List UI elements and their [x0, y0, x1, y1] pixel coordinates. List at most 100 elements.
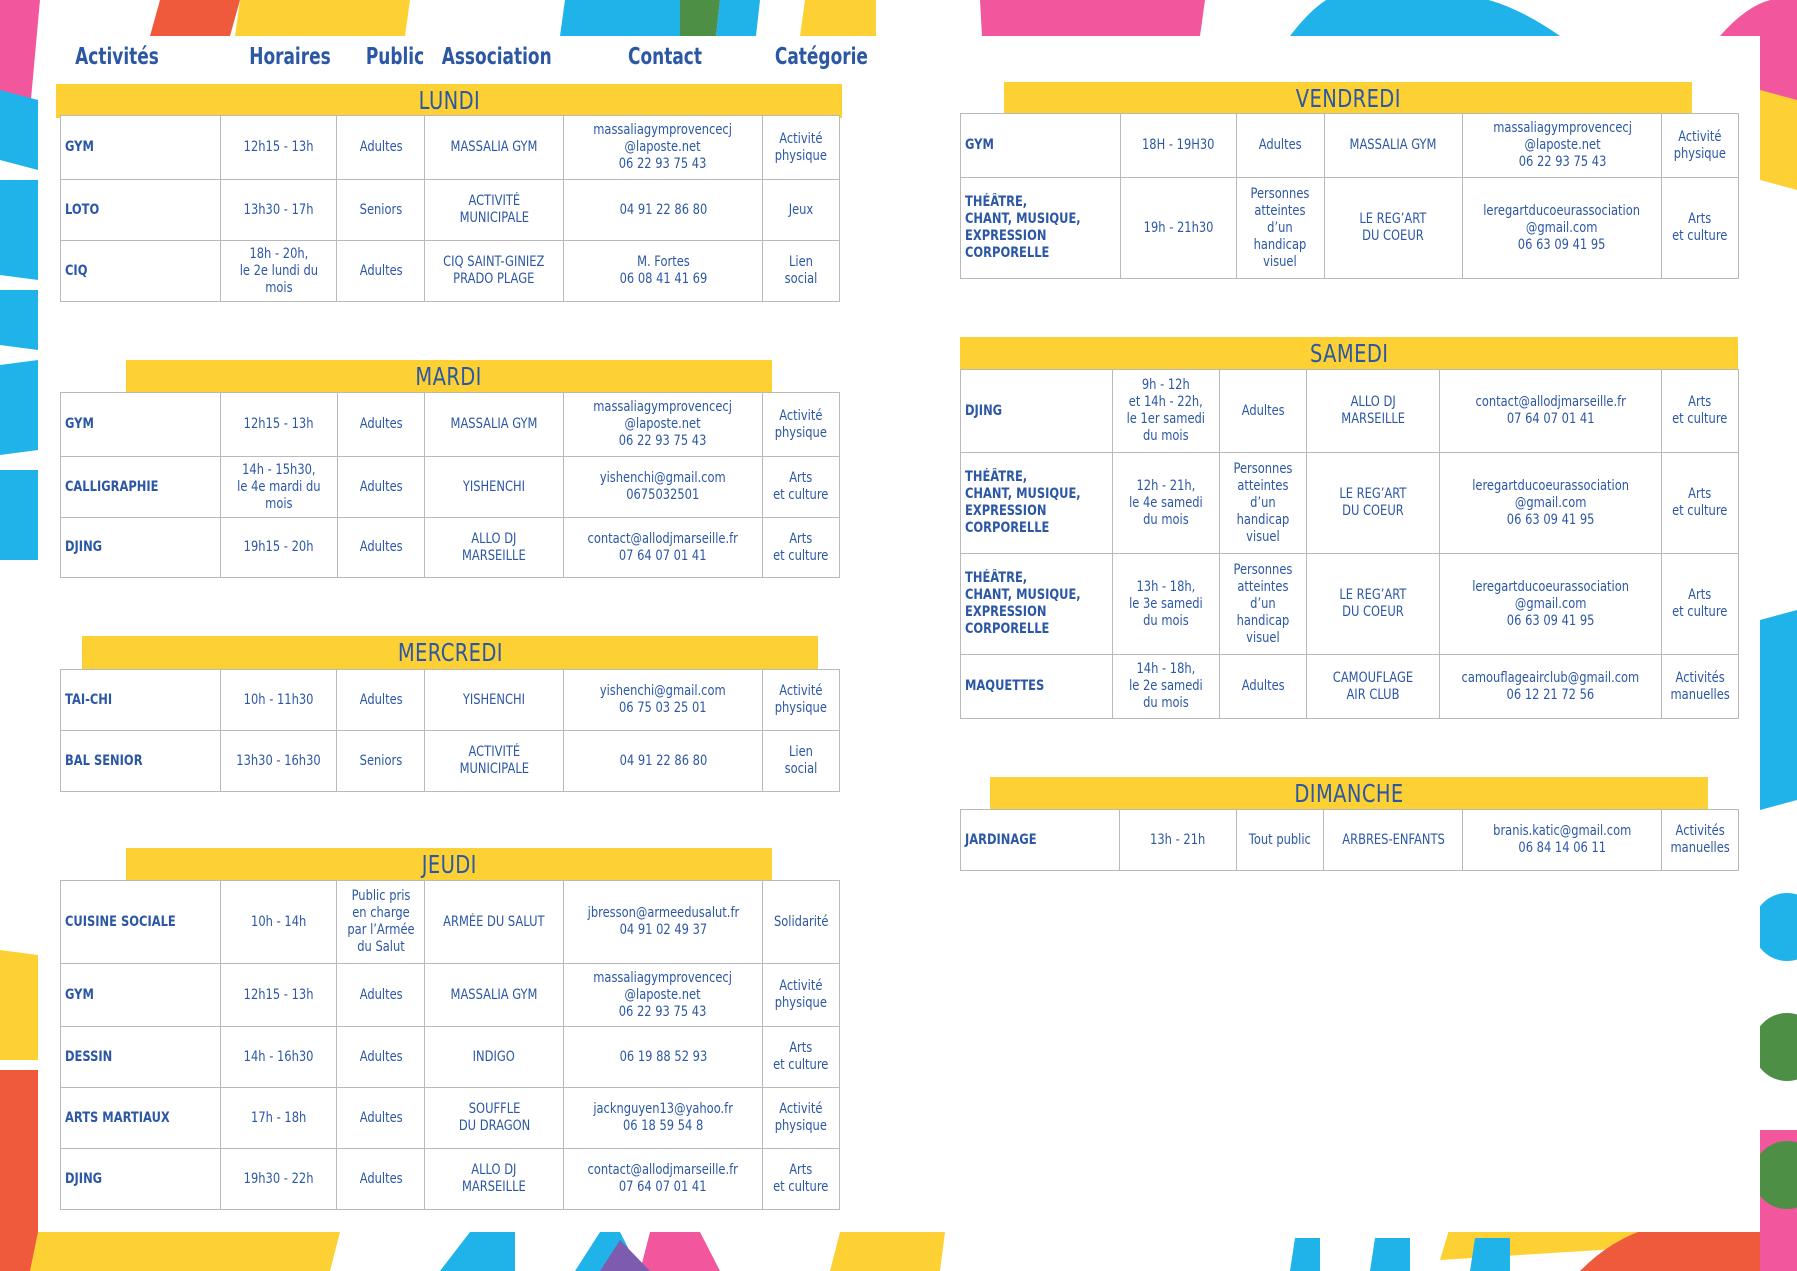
cell-category: Activité physique — [1661, 113, 1739, 178]
cell-time: 12h15 - 13h — [219, 115, 338, 180]
cell-public: Personnes atteintes d’un handicap visuel — [1219, 553, 1307, 655]
cell-association: ARBRES-ENFANTS — [1323, 809, 1463, 871]
cell-public: Personnes atteintes d’un handicap visuel — [1219, 452, 1307, 554]
cell-activity: CIQ — [60, 240, 221, 302]
cell-category: Arts et culture — [762, 517, 840, 578]
cell-association: ALLO DJ MARSEILLE — [424, 517, 565, 578]
cell-time: 13h - 18h, le 3e samedi du mois — [1112, 553, 1221, 655]
cell-category: Lien social — [762, 240, 840, 302]
cell-category: Arts et culture — [1660, 553, 1740, 655]
cell-time: 13h30 - 16h30 — [219, 730, 338, 792]
table-row: GYM 12h15 - 13h Adultes MASSALIA GYM massali… — [60, 392, 840, 457]
cell-category: Solidarité — [761, 880, 841, 964]
cell-activity: MAQUETTES — [959, 654, 1114, 719]
cell-contact: 06 19 88 52 93 — [563, 1026, 763, 1088]
cell-association: ALLO DJ MARSEILLE — [424, 1148, 565, 1210]
cell-association: MASSALIA GYM — [424, 115, 565, 180]
cell-contact: massaliagymprovencecj @laposte.net 06 22… — [1462, 113, 1663, 178]
table-row: BAL SENIOR 13h30 - 16h30 Seniors ACTIVITÉ M… — [60, 730, 840, 792]
table-dimanche: JARDINAGE 13h - 21h Tout public ARBRES-ENFA… — [959, 809, 1740, 871]
cell-public: Adultes — [336, 1087, 426, 1149]
cell-activity: GYM — [60, 392, 221, 457]
cell-association: LE REG’ART DU COEUR — [1305, 553, 1440, 655]
cell-public: Adultes — [336, 517, 426, 578]
cell-association: LE REG’ART DU COEUR — [1323, 177, 1464, 279]
day-banner-jeudi: JEUDI — [126, 848, 772, 882]
cell-time: 12h - 21h, le 4e samedi du mois — [1112, 452, 1221, 554]
cell-association: CAMOUFLAGE AIR CLUB — [1305, 654, 1440, 719]
cell-association: ACTIVITÉ MUNICIPALE — [424, 730, 565, 792]
table-row: JARDINAGE 13h - 21h Tout public ARBRES-ENFA… — [959, 809, 1740, 871]
cell-time: 12h15 - 13h — [219, 392, 338, 457]
cell-contact: leregartducoeurassociation @gmail.com 06… — [1438, 452, 1662, 554]
cell-activity: JARDINAGE — [959, 809, 1121, 871]
cell-category: Activité physique — [762, 392, 840, 457]
cell-time: 14h - 18h, le 2e samedi du mois — [1112, 654, 1221, 719]
header-categorie: Catégorie — [774, 44, 868, 70]
cell-public: Adultes — [336, 669, 426, 731]
cell-public: Seniors — [336, 730, 426, 792]
table-row: GYM 18H - 19H30 Adultes MASSALIA GYM massali… — [960, 113, 1739, 178]
cell-contact: jacknguyen13@yahoo.fr 06 18 59 54 8 — [563, 1087, 763, 1149]
cell-category: Jeux — [762, 179, 840, 241]
cell-public: Adultes — [336, 456, 426, 518]
cell-contact: jbresson@armeedusalut.fr 04 91 02 49 37 — [563, 880, 763, 964]
day-banner-vendredi: VENDREDI — [1004, 82, 1692, 116]
cell-contact: yishenchi@gmail.com 0675032501 — [563, 456, 763, 518]
table-row: GYM 12h15 - 13h Adultes MASSALIA GYM massali… — [60, 115, 840, 180]
column-headers: Activités Horaires Public Association Co… — [60, 44, 868, 80]
cell-activity: GYM — [60, 115, 221, 180]
cell-time: 13h30 - 17h — [219, 179, 338, 241]
table-lundi: GYM 12h15 - 13h Adultes MASSALIA GYM massali… — [60, 115, 840, 302]
header-public: Public — [365, 44, 425, 70]
table-row: DJING 19h30 - 22h Adultes ALLO DJ MARSEILLE… — [60, 1148, 841, 1210]
header-association: Association — [441, 44, 552, 70]
cell-public: Tout public — [1235, 809, 1325, 871]
cell-category: Activité physique — [762, 669, 840, 731]
table-vendredi: GYM 18H - 19H30 Adultes MASSALIA GYM massali… — [960, 113, 1739, 279]
day-banner-mardi: MARDI — [126, 360, 772, 394]
cell-contact: massaliagymprovencecj @laposte.net 06 22… — [563, 115, 763, 180]
table-jeudi: CUISINE SOCIALE 10h - 14h Public pris en c… — [60, 880, 841, 1210]
table-row: CUISINE SOCIALE 10h - 14h Public pris en c… — [60, 880, 841, 964]
cell-category: Lien social — [762, 730, 840, 792]
cell-activity: LOTO — [60, 179, 221, 241]
cell-activity: BAL SENIOR — [60, 730, 221, 792]
cell-public: Adultes — [336, 240, 426, 302]
cell-association: MASSALIA GYM — [1323, 113, 1464, 178]
cell-contact: branis.katic@gmail.com 06 84 14 06 11 — [1461, 809, 1662, 871]
cell-contact: leregartducoeurassociation @gmail.com 06… — [1438, 553, 1662, 655]
cell-activity: CALLIGRAPHIE — [60, 456, 221, 518]
cell-public: Adultes — [1219, 654, 1307, 719]
table-row: GYM 12h15 - 13h Adultes MASSALIA GYM massali… — [60, 963, 841, 1027]
cell-category: Activité physique — [761, 1087, 841, 1149]
cell-association: ACTIVITÉ MUNICIPALE — [424, 179, 565, 241]
cell-time: 17h - 18h — [219, 1087, 338, 1149]
cell-activity: THÉÂTRE, CHANT, MUSIQUE, EXPRESSION CORP… — [960, 177, 1121, 279]
cell-time: 9h - 12h et 14h - 22h, le 1er samedi du … — [1112, 369, 1221, 453]
cell-association: ARMÉE DU SALUT — [424, 880, 565, 964]
cell-activity: THÉÂTRE, CHANT, MUSIQUE, EXPRESSION CORP… — [959, 452, 1114, 554]
cell-association: INDIGO — [424, 1026, 565, 1088]
cell-time: 18h - 20h, le 2e lundi du mois — [219, 240, 338, 302]
cell-activity: CUISINE SOCIALE — [60, 880, 221, 964]
cell-activity: DJING — [60, 1148, 221, 1210]
cell-category: Activités manuelles — [1660, 654, 1740, 719]
header-horaires: Horaires — [249, 44, 331, 70]
cell-contact: yishenchi@gmail.com 06 75 03 25 01 — [563, 669, 764, 731]
table-row: CIQ 18h - 20h, le 2e lundi du mois Adultes… — [60, 240, 840, 302]
cell-contact: leregartducoeurassociation @gmail.com 06… — [1462, 177, 1663, 279]
table-mercredi: TAI-CHI 10h - 11h30 Adultes YISHENCHI yishen… — [60, 669, 840, 792]
table-row: MAQUETTES 14h - 18h, le 2e samedi du mois… — [959, 654, 1740, 719]
cell-activity: GYM — [960, 113, 1121, 178]
cell-association: SOUFFLE DU DRAGON — [424, 1087, 565, 1149]
cell-association: ALLO DJ MARSEILLE — [1305, 369, 1440, 453]
cell-time: 19h15 - 20h — [219, 517, 338, 578]
cell-public: Adultes — [336, 115, 426, 180]
cell-category: Activité physique — [762, 115, 840, 180]
cell-time: 13h - 21h — [1119, 809, 1237, 871]
table-row: ARTS MARTIAUX 17h - 18h Adultes SOUFFLE DU … — [60, 1087, 841, 1149]
cell-public: Personnes atteintes d’un handicap visuel — [1235, 177, 1325, 279]
table-row: THÉÂTRE, CHANT, MUSIQUE, EXPRESSION CORP… — [960, 177, 1739, 279]
cell-public: Adultes — [336, 1148, 426, 1210]
